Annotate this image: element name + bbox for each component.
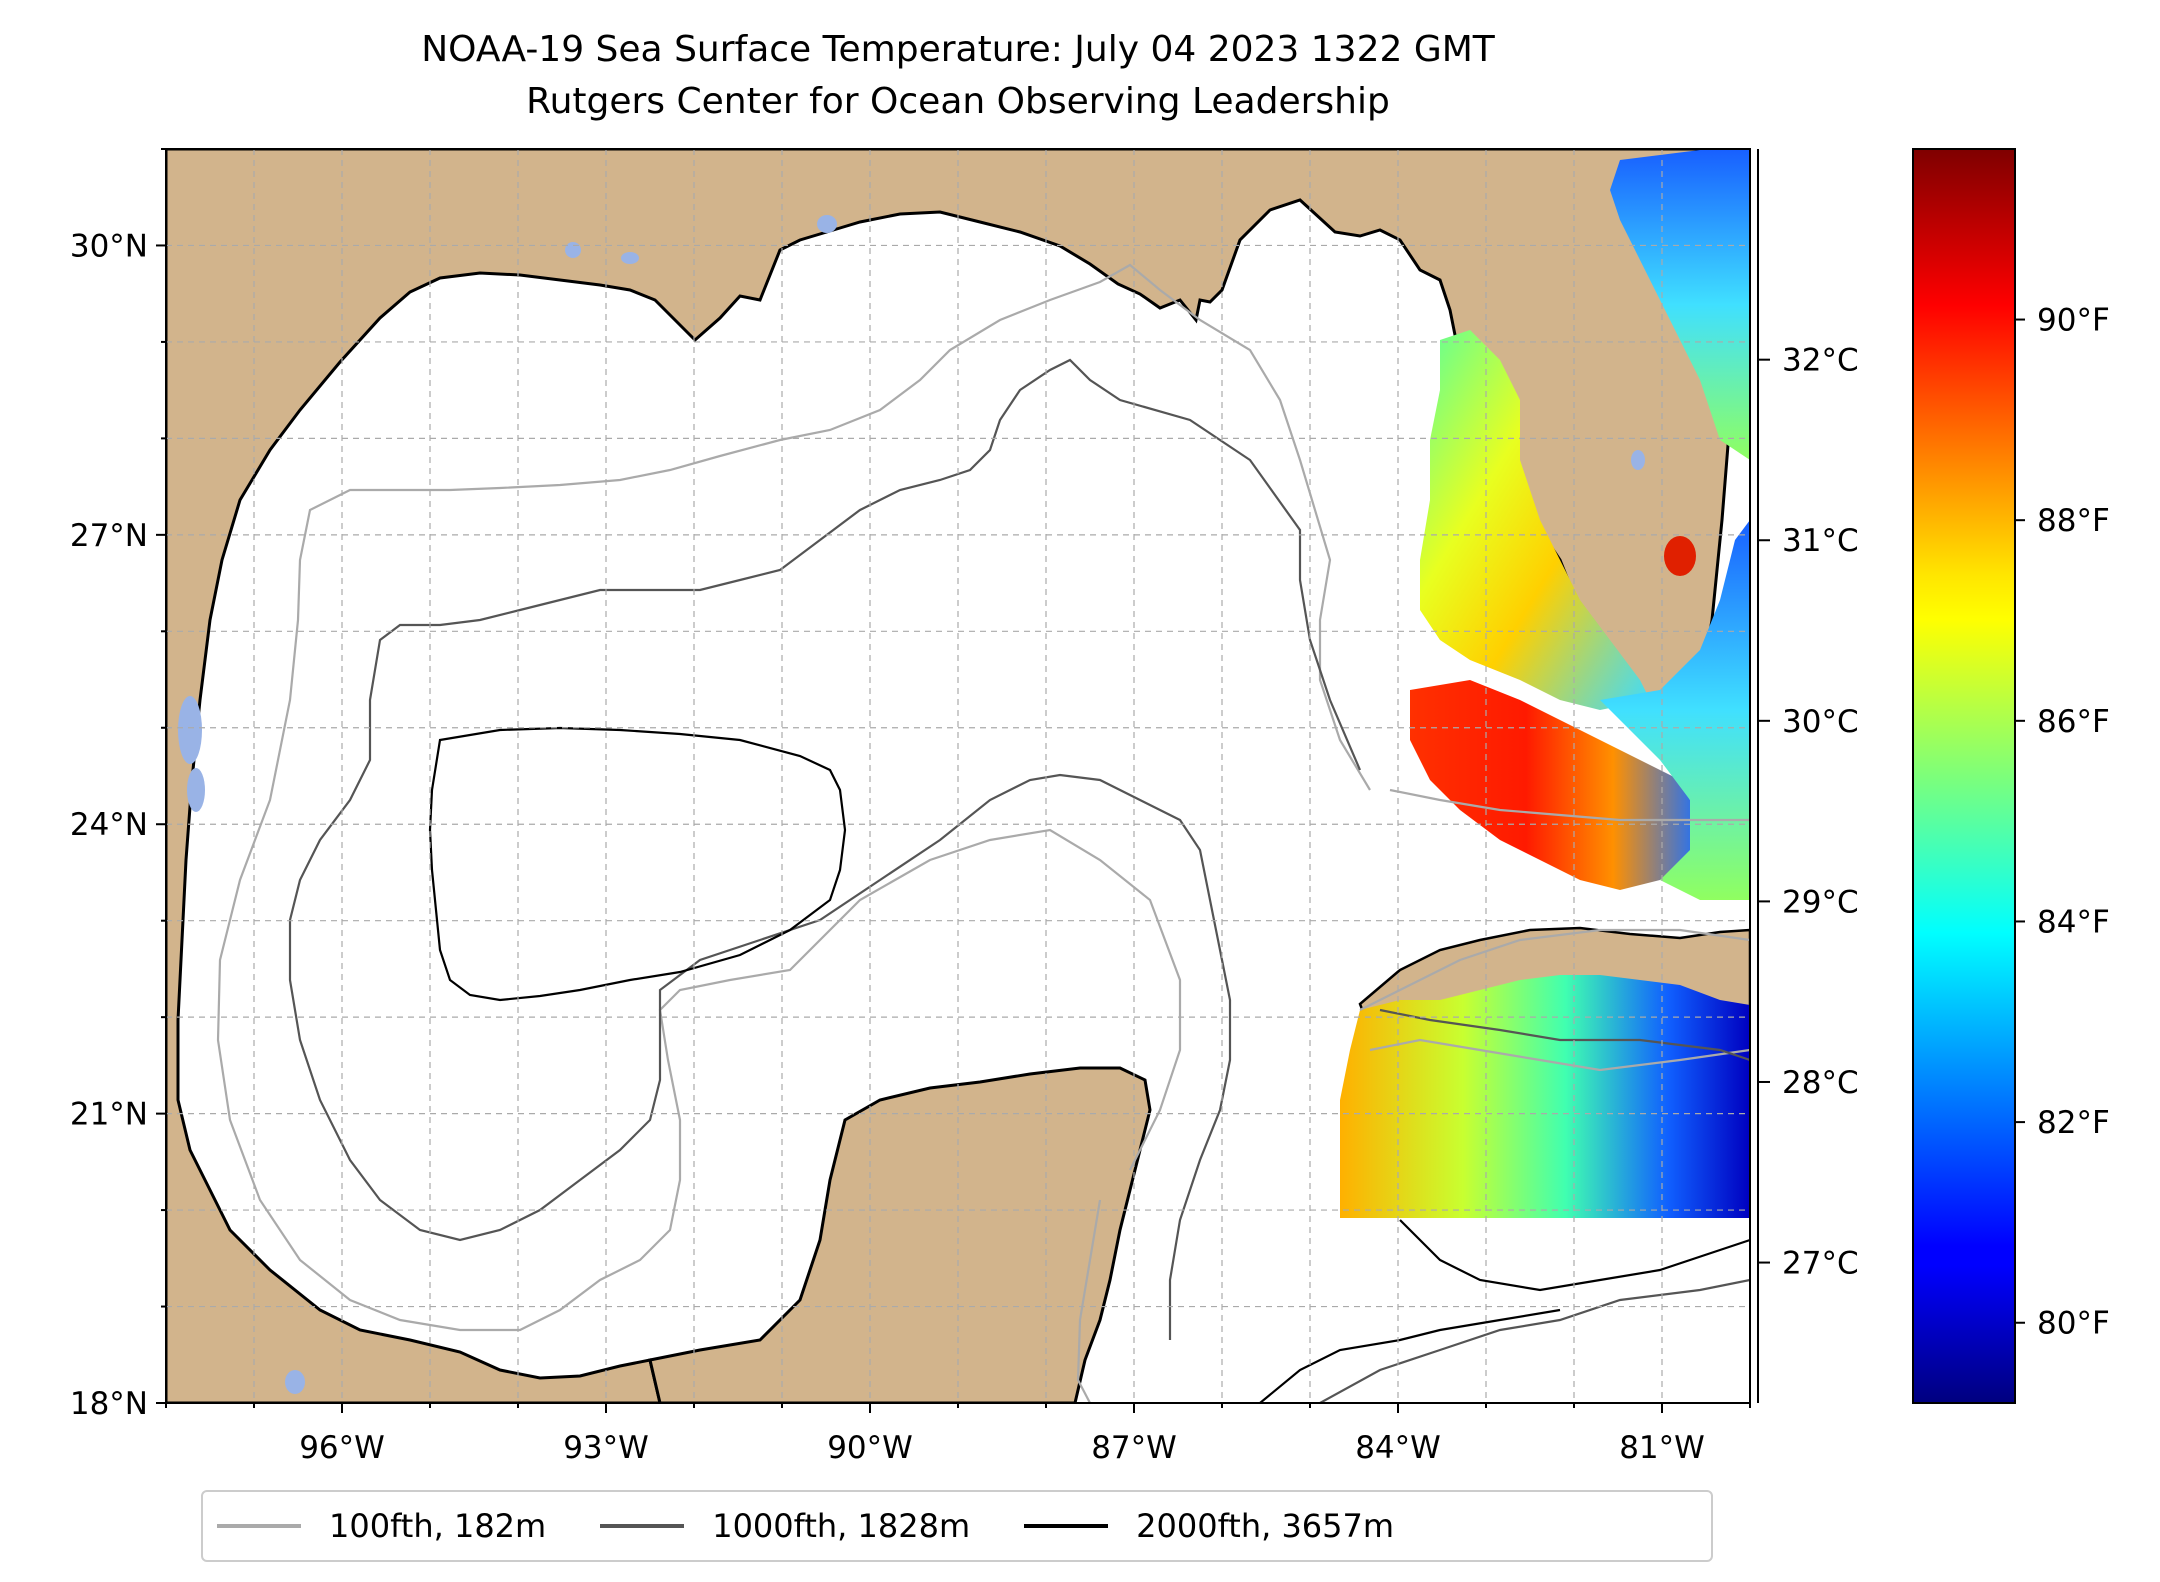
celsius-tick-label: 31°C [1782, 523, 1859, 559]
fahrenheit-tick-label: 86°F [2037, 704, 2110, 740]
legend-swatch-1000fth [600, 1524, 685, 1528]
legend: 100fth, 182m 1000fth, 1828m 2000fth, 365… [201, 1490, 1713, 1562]
fahrenheit-tick-label: 88°F [2037, 503, 2110, 539]
longitude-axis: 96°W 93°W 90°W 87°W 84°W 81°W [165, 1403, 1751, 1466]
colorbar-fahrenheit-axis: 90°F 88°F 86°F 84°F 82°F 80°F [2015, 303, 2110, 1342]
legend-label-100fth: 100fth, 182m [329, 1507, 547, 1545]
lat-tick-label: 30°N [70, 228, 148, 264]
colorbar-celsius-axis: 32°C 31°C 30°C 29°C 28°C 27°C [1757, 149, 1859, 1403]
lat-tick-label: 27°N [70, 518, 148, 554]
gridlines [166, 149, 1750, 1403]
legend-item-100fth: 100fth, 182m [217, 1507, 546, 1545]
bathy-100fth [216, 263, 1750, 1403]
celsius-tick-label: 29°C [1782, 884, 1859, 920]
lakes [178, 215, 1645, 1394]
fahrenheit-tick-label: 90°F [2037, 303, 2110, 339]
colorbar [1912, 148, 2016, 1404]
fahrenheit-tick-label: 84°F [2037, 904, 2110, 940]
lon-tick-label: 81°W [1619, 1430, 1705, 1466]
legend-item-2000fth: 2000fth, 3657m [1024, 1507, 1394, 1545]
map-panel [166, 149, 1750, 1403]
lon-tick-label: 93°W [563, 1430, 649, 1466]
bathy-2000fth [428, 726, 1750, 1403]
latitude-axis: 30°N 27°N 24°N 21°N 18°N [70, 148, 166, 1422]
sst-data-swath [1340, 150, 1750, 1218]
legend-label-2000fth: 2000fth, 3657m [1136, 1507, 1395, 1545]
legend-label-1000fth: 1000fth, 1828m [712, 1507, 971, 1545]
fahrenheit-tick-label: 80°F [2037, 1306, 2110, 1342]
land-yucatan [648, 1066, 1152, 1403]
lon-tick-label: 87°W [1091, 1430, 1177, 1466]
fahrenheit-tick-label: 82°F [2037, 1105, 2110, 1141]
celsius-tick-label: 27°C [1782, 1246, 1859, 1282]
bathy-1000fth [288, 358, 1750, 1403]
lat-tick-label: 24°N [70, 807, 148, 843]
legend-swatch-100fth [217, 1524, 301, 1528]
lat-tick-label: 21°N [70, 1097, 148, 1133]
lon-tick-label: 90°W [827, 1430, 913, 1466]
lon-tick-label: 96°W [299, 1430, 385, 1466]
chart-title: NOAA-19 Sea Surface Temperature: July 04… [421, 29, 1495, 70]
legend-swatch-2000fth [1024, 1524, 1109, 1528]
celsius-tick-label: 30°C [1782, 704, 1859, 740]
legend-item-1000fth: 1000fth, 1828m [600, 1507, 970, 1545]
lon-tick-label: 84°W [1355, 1430, 1441, 1466]
celsius-tick-label: 32°C [1782, 343, 1859, 379]
chart-subtitle: Rutgers Center for Ocean Observing Leade… [526, 81, 1390, 122]
celsius-tick-label: 28°C [1782, 1065, 1859, 1101]
lat-tick-label: 18°N [70, 1386, 148, 1422]
